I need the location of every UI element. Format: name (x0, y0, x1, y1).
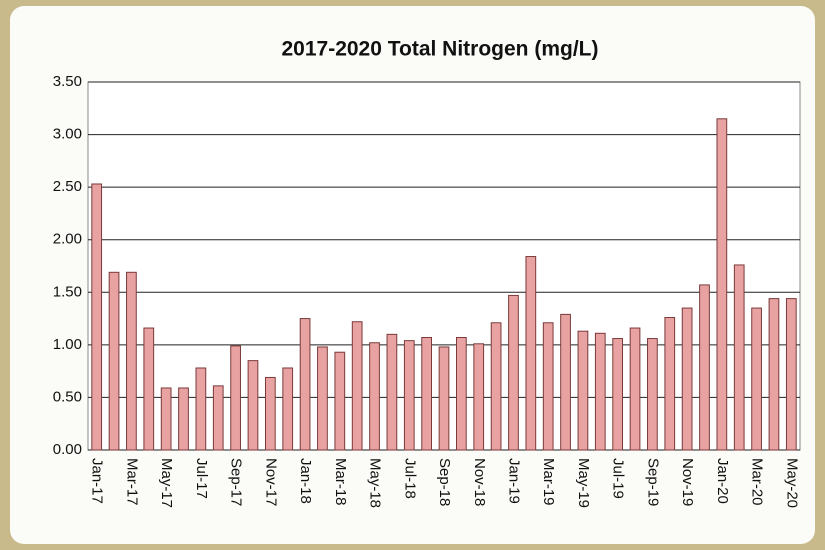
x-tick-label: Mar-18 (332, 458, 349, 506)
bar (733, 264, 745, 451)
x-tick-label: Jul-17 (193, 458, 210, 499)
y-tick-label: 3.50 (53, 73, 82, 90)
x-tick-label: Jul-19 (610, 458, 627, 499)
x-tick-label: Jul-18 (401, 458, 418, 499)
bar (438, 346, 450, 451)
y-tick-label: 2.00 (53, 231, 82, 248)
bar (143, 327, 155, 451)
bar (785, 298, 797, 451)
y-tick-label: 0.50 (53, 388, 82, 405)
bar (126, 271, 137, 451)
bar (247, 360, 259, 451)
x-tick-label: May-20 (783, 458, 800, 508)
y-tick-label: 3.00 (53, 126, 82, 143)
x-tick-label: Mar-17 (123, 458, 140, 506)
bar (751, 307, 762, 451)
x-tick-label: Jan-18 (297, 458, 314, 504)
x-tick-label: Sep-17 (228, 458, 245, 506)
bar (629, 327, 641, 451)
bar (681, 307, 693, 451)
bar (230, 345, 241, 451)
chart-title: 2017-2020 Total Nitrogen (mg/L) (281, 38, 598, 61)
bar (594, 332, 606, 451)
bar (160, 387, 172, 451)
bar (334, 351, 346, 451)
bar (664, 317, 676, 451)
y-tick-label: 1.00 (53, 336, 82, 353)
x-tick-label: Mar-20 (749, 458, 766, 506)
x-tick-label: Nov-18 (471, 458, 488, 506)
bar (351, 321, 363, 451)
x-tick-label: Jan-20 (714, 458, 731, 504)
x-tick-label: May-19 (575, 458, 592, 508)
bar (699, 284, 710, 451)
bar (647, 338, 658, 451)
bar (473, 343, 485, 451)
x-tick-label: Jan-17 (89, 458, 106, 504)
bar (612, 338, 624, 451)
bar (716, 118, 728, 451)
bar (264, 376, 276, 451)
y-tick-label: 2.50 (53, 178, 82, 195)
x-tick-label: Sep-18 (436, 458, 453, 506)
bar (369, 342, 380, 451)
bar (282, 367, 294, 451)
x-tick-label: May-18 (367, 458, 384, 508)
y-tick-label: 0.00 (53, 441, 82, 458)
y-tick-label: 1.50 (53, 283, 82, 300)
bar (386, 333, 398, 451)
bar (91, 183, 103, 451)
bar (560, 313, 571, 451)
x-tick-label: May-17 (158, 458, 175, 508)
bar (212, 385, 224, 451)
bar (195, 367, 207, 451)
bar (456, 336, 467, 451)
bar (299, 318, 311, 451)
bar (577, 330, 589, 451)
x-tick-label: Nov-19 (679, 458, 696, 506)
bar (768, 298, 780, 451)
bar (108, 271, 120, 451)
bar (317, 346, 328, 451)
x-tick-label: Sep-19 (644, 458, 661, 506)
bar (178, 387, 189, 451)
x-tick-label: Jan-19 (505, 458, 522, 504)
x-tick-label: Nov-17 (262, 458, 279, 506)
bar (508, 294, 519, 451)
bar (421, 336, 432, 451)
x-tick-label: Mar-19 (540, 458, 557, 506)
bar (525, 256, 537, 451)
bar (490, 322, 502, 451)
bar (542, 322, 554, 451)
bar (403, 340, 415, 451)
